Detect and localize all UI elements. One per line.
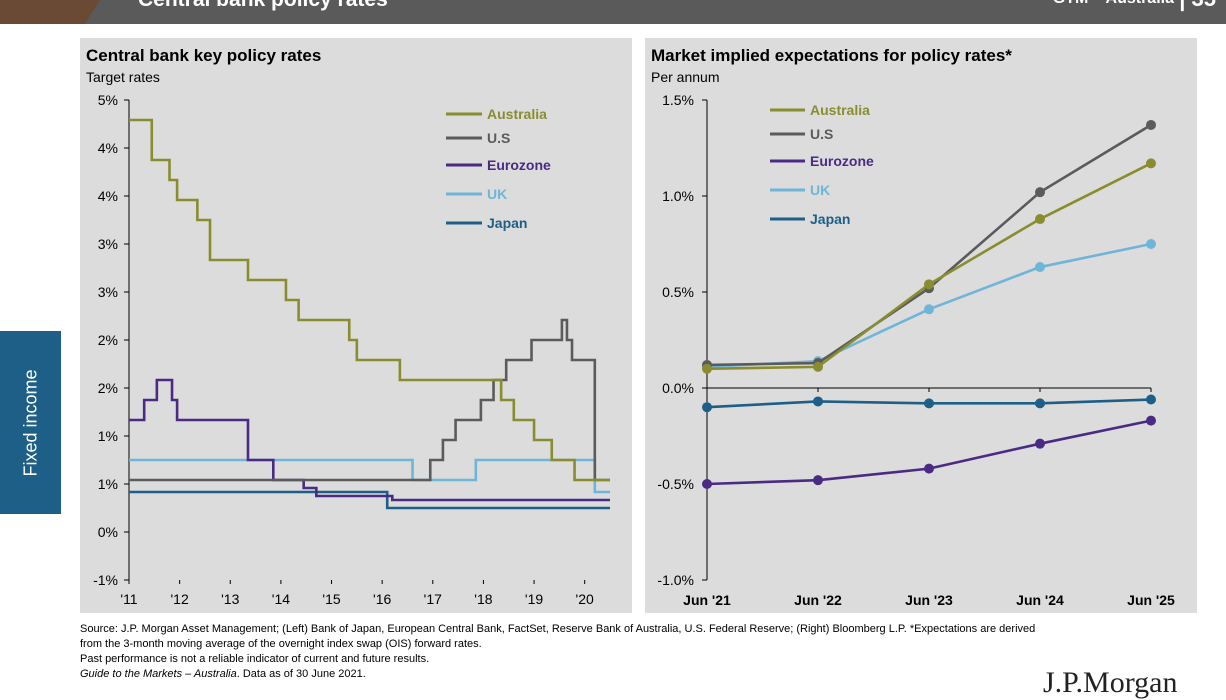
point-australia — [702, 363, 712, 374]
x-tick-label: Jun '25 — [1127, 592, 1175, 608]
page-title: Central bank policy rates — [138, 0, 388, 12]
x-tick-label: '15 — [322, 591, 340, 607]
y-tick-label: 2% — [98, 380, 118, 396]
x-tick-label: '19 — [525, 591, 543, 607]
legend-label-u-s: U.S — [810, 126, 833, 142]
y-tick-label: 4% — [98, 188, 118, 204]
footer: Source: J.P. Morgan Asset Management; (L… — [80, 622, 1040, 682]
y-tick-label: 1.0% — [662, 188, 694, 204]
point-japan — [813, 396, 823, 407]
x-tick-label: Jun '23 — [905, 592, 953, 608]
x-tick-label: '14 — [272, 591, 290, 607]
y-tick-label: -1% — [93, 572, 118, 588]
x-tick-label: '20 — [576, 591, 594, 607]
point-japan — [924, 398, 934, 409]
page-number: | 35 — [1179, 0, 1216, 12]
legend-label-australia: Australia — [487, 106, 547, 122]
point-australia — [924, 279, 934, 290]
point-japan — [1035, 398, 1045, 409]
y-tick-label: 3% — [98, 284, 118, 300]
x-tick-label: Jun '21 — [683, 592, 731, 608]
legend-label-japan: Japan — [810, 211, 850, 227]
guide-note: Guide to the Markets – Australia. Data a… — [80, 667, 1040, 682]
y-tick-label: -0.5% — [657, 476, 694, 492]
x-tick-label: '18 — [474, 591, 492, 607]
point-australia — [813, 361, 823, 372]
right-chart: -1.0% -0.5% 0.0% 0.5% 1.0% 1.5% Jun '21 Jun '22… — [657, 92, 1175, 608]
point-eurozone — [924, 463, 934, 474]
section-tab-label: Fixed income — [20, 368, 40, 477]
point-australia — [1146, 158, 1156, 169]
series-line-eurozone — [129, 378, 610, 502]
legend-label-uk: UK — [810, 182, 830, 198]
point-japan — [1146, 394, 1156, 405]
point-eurozone — [702, 479, 712, 489]
x-tick-label: '13 — [221, 591, 239, 607]
x-tick-label: '12 — [171, 591, 189, 607]
jpmorgan-logo: J.P.Morgan — [1043, 666, 1178, 699]
y-tick-label: 0.0% — [662, 380, 694, 396]
x-tick-label: Jun '24 — [1016, 592, 1064, 608]
point-uk — [1035, 262, 1045, 273]
y-tick-label: -1.0% — [657, 572, 694, 588]
series-line-japan — [129, 490, 610, 510]
legend-label-australia: Australia — [810, 102, 870, 118]
point-eurozone — [813, 475, 823, 486]
y-tick-label: 5% — [98, 92, 118, 108]
series-line-uk — [129, 458, 610, 494]
y-tick-label: 1% — [98, 428, 118, 444]
point-u-s — [1035, 187, 1045, 198]
point-uk — [924, 304, 934, 315]
x-tick-label: '11 — [120, 591, 137, 607]
source-note: Source: J.P. Morgan Asset Management; (L… — [80, 623, 1036, 650]
y-tick-label: 4% — [98, 140, 118, 156]
legend-label-uk: UK — [487, 186, 507, 202]
series-line-u-s — [129, 318, 610, 482]
point-uk — [1146, 239, 1156, 249]
series-line-australia — [706, 162, 1152, 371]
point-eurozone — [1035, 438, 1045, 449]
series-line-australia — [129, 118, 610, 482]
series-line-eurozone — [706, 419, 1152, 486]
disclaimer: Past performance is not a reliable indic… — [80, 653, 430, 665]
y-tick-label: 2% — [98, 332, 118, 348]
point-u-s — [1146, 119, 1156, 130]
legend-label-eurozone: Eurozone — [810, 153, 874, 169]
right-chart-title: Market implied expectations for policy r… — [651, 46, 1012, 65]
series-label: GTM – Australia — [1053, 0, 1174, 8]
legend-label-eurozone: Eurozone — [487, 157, 551, 173]
header-accent — [0, 0, 100, 24]
left-chart: -1% 0% 1% 1% 2% 2% 3% 3% 4% 4% 5% '11 '12 '13 '14 '15 '1… — [93, 92, 610, 607]
left-chart-subtitle: Target rates — [86, 69, 160, 85]
guide-rest: . Data as of 30 June 2021. — [236, 668, 366, 680]
x-tick-label: Jun '22 — [794, 592, 842, 608]
left-chart-title: Central bank key policy rates — [86, 46, 322, 65]
right-chart-subtitle: Per annum — [651, 69, 720, 85]
legend-label-japan: Japan — [487, 215, 527, 231]
y-tick-label: 1.5% — [662, 92, 694, 108]
x-tick-label: '17 — [424, 591, 442, 607]
point-japan — [702, 402, 712, 413]
section-tab[interactable]: Fixed income — [0, 331, 61, 514]
legend-label-u-s: U.S — [487, 130, 510, 146]
y-tick-label: 0% — [98, 524, 118, 540]
y-tick-label: 0.5% — [662, 284, 694, 300]
right-chart-panel: Market implied expectations for policy r… — [645, 38, 1197, 613]
y-tick-label: 1% — [98, 476, 118, 492]
point-australia — [1035, 214, 1045, 225]
x-tick-label: '16 — [373, 591, 391, 607]
guide-title: Guide to the Markets – Australia — [80, 668, 237, 680]
y-tick-label: 3% — [98, 236, 118, 252]
left-chart-panel: Central bank key policy rates Target rat… — [80, 38, 632, 613]
point-eurozone — [1146, 415, 1156, 426]
header-bar: Central bank policy rates GTM – Australi… — [0, 0, 1226, 24]
